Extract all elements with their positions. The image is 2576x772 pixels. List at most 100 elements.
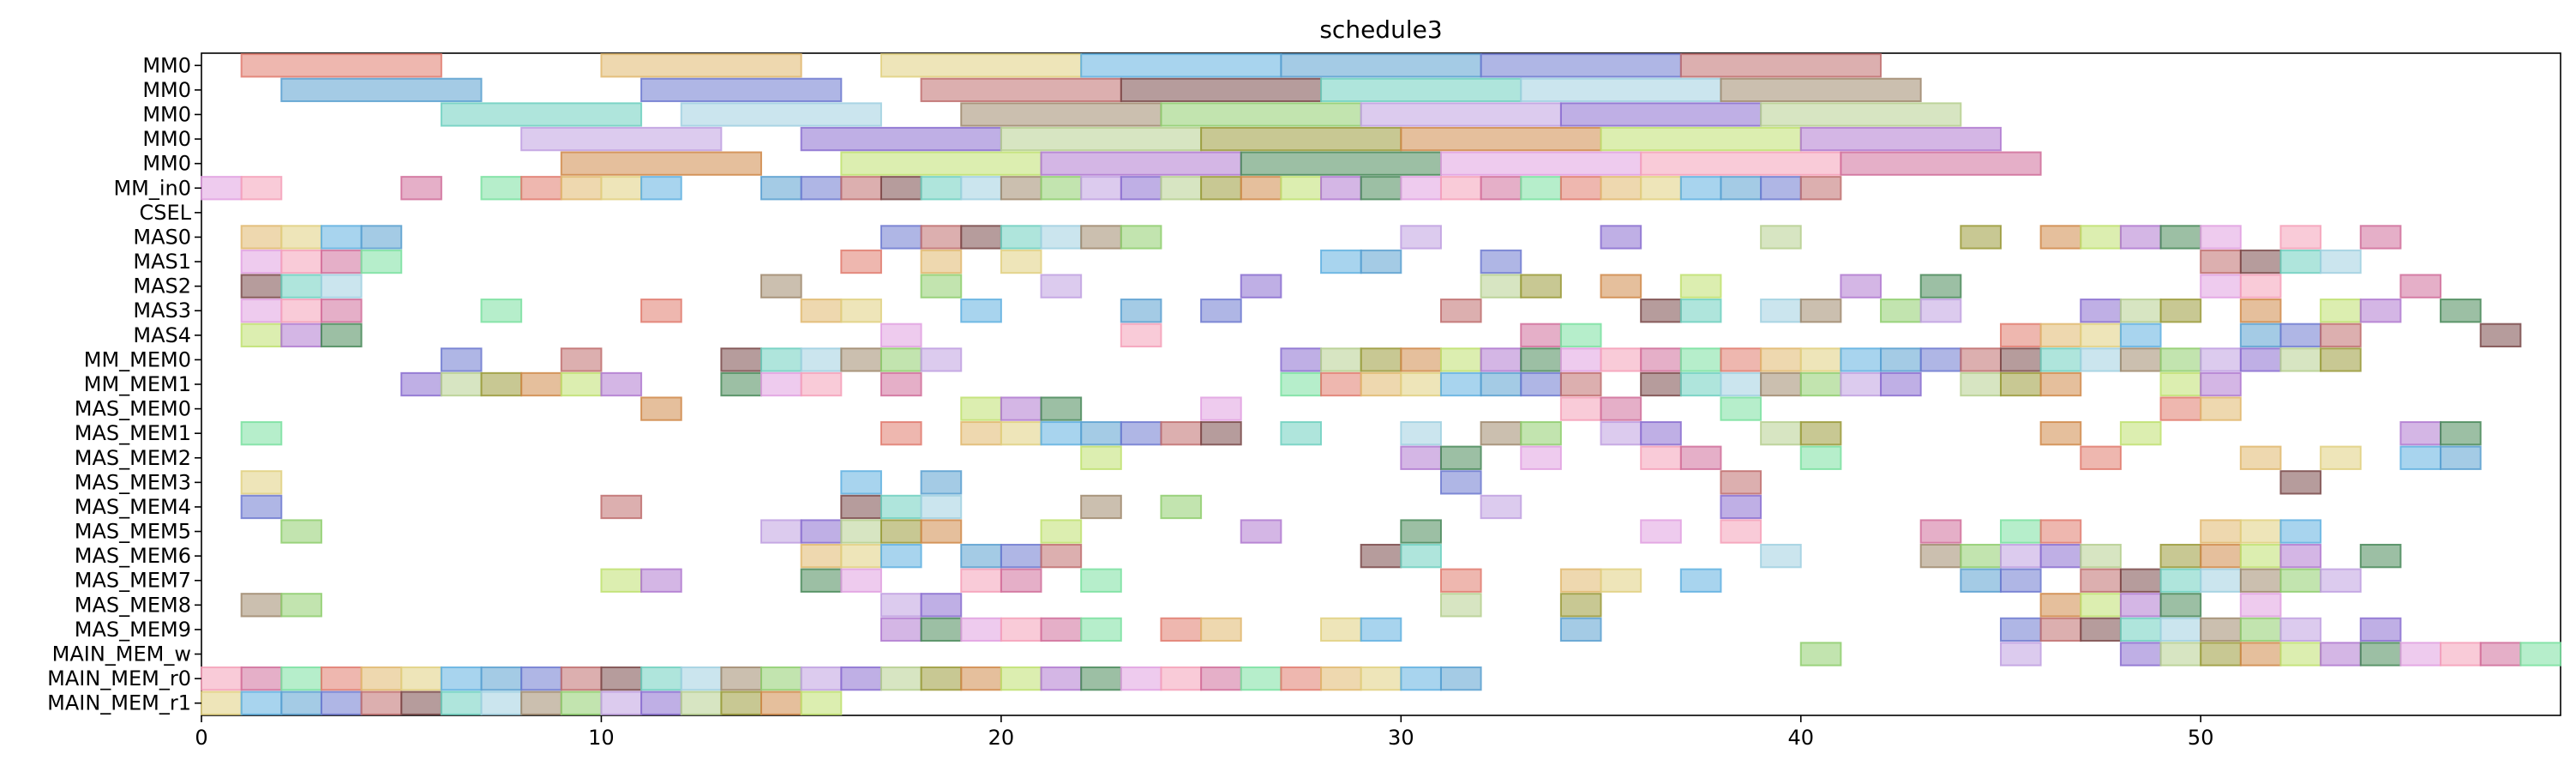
task-bar: [1160, 102, 1362, 127]
task-bar: [2479, 323, 2522, 347]
task-bar: [2200, 347, 2242, 372]
task-bar: [240, 53, 442, 78]
task-bar: [2039, 347, 2082, 372]
task-bar: [1760, 543, 1802, 569]
y-tick-label: MAS_MEM7: [75, 569, 191, 593]
y-tick-label: MAS0: [133, 225, 191, 249]
task-bar: [520, 126, 723, 152]
task-bar: [320, 666, 363, 691]
task-bar: [2239, 642, 2282, 666]
x-tick-label: 50: [2188, 726, 2214, 750]
task-bar: [2119, 323, 2162, 347]
task-bar: [760, 347, 802, 372]
task-bar: [2320, 642, 2362, 666]
task-bar: [280, 323, 322, 347]
task-bar: [960, 396, 1002, 421]
task-bar: [1200, 666, 1242, 691]
task-bar: [2359, 543, 2402, 569]
task-bar: [240, 593, 283, 618]
task-bar: [1720, 519, 1762, 544]
task-bar: [1919, 543, 1962, 569]
task-bar: [1240, 666, 1282, 691]
task-bar: [1640, 519, 1682, 544]
task-bar: [2440, 421, 2482, 446]
task-bar: [1999, 617, 2042, 642]
task-bar: [840, 176, 882, 201]
task-bar: [760, 371, 802, 397]
task-bar: [840, 568, 882, 593]
task-bar: [1439, 445, 1482, 470]
task-bar: [2159, 543, 2202, 569]
task-bar: [2279, 470, 2322, 495]
task-bar: [1880, 347, 1922, 372]
task-bar: [1400, 371, 1442, 397]
task-bar: [1080, 494, 1122, 520]
y-tick-label: MAS3: [133, 299, 191, 323]
task-bar: [2039, 371, 2082, 397]
task-bar: [1559, 102, 1762, 127]
task-bar: [1120, 421, 1162, 446]
task-bar: [1960, 568, 2002, 593]
task-bar: [2239, 249, 2282, 274]
task-bar: [800, 691, 843, 715]
task-bar: [800, 126, 1002, 152]
task-bar: [2399, 642, 2442, 666]
task-bar: [720, 666, 763, 691]
task-bar: [520, 691, 562, 715]
task-bar: [1280, 176, 1323, 201]
task-bar: [240, 666, 283, 691]
task-bar: [960, 299, 1002, 323]
task-bar: [1439, 593, 1482, 618]
task-bar: [720, 371, 763, 397]
task-bar: [1480, 53, 1682, 78]
task-bar: [640, 77, 843, 103]
task-bar: [1120, 77, 1323, 103]
task-bar: [1320, 617, 1362, 642]
task-bar: [240, 470, 283, 495]
task-bar: [1000, 225, 1042, 250]
task-bar: [600, 53, 802, 78]
task-bar: [240, 176, 283, 201]
task-bar: [1520, 176, 1562, 201]
task-bar: [680, 691, 723, 715]
task-bar: [240, 494, 283, 520]
task-bar: [720, 691, 763, 715]
task-bar: [440, 347, 483, 372]
task-bar: [1520, 77, 1722, 103]
task-bar: [1999, 519, 2042, 544]
task-bar: [2359, 299, 2402, 323]
task-bar: [920, 519, 963, 544]
task-bar: [1439, 176, 1482, 201]
task-bar: [1000, 126, 1203, 152]
task-bar: [2320, 299, 2362, 323]
task-bar: [1679, 371, 1722, 397]
task-bar: [1999, 568, 2042, 593]
task-bar: [800, 666, 843, 691]
task-bar: [2159, 347, 2202, 372]
task-bar: [920, 249, 963, 274]
task-bar: [960, 568, 1002, 593]
task-bar: [1559, 347, 1602, 372]
task-bar: [1999, 642, 2042, 666]
task-bar: [840, 519, 882, 544]
task-bar: [1600, 568, 1642, 593]
task-bar: [280, 225, 322, 250]
task-bar: [1520, 323, 1562, 347]
y-tick-label: MAIN_MEM_r1: [47, 691, 191, 715]
x-axis: 0 10 20 30 40 50: [195, 715, 2213, 750]
task-bar: [1799, 299, 1842, 323]
task-bar: [1960, 543, 2002, 569]
task-bar: [2159, 225, 2202, 250]
task-bar: [2239, 445, 2282, 470]
task-bar: [1439, 470, 1482, 495]
task-bar: [2320, 445, 2362, 470]
task-bar: [2039, 617, 2082, 642]
task-bar: [1520, 274, 1562, 299]
task-bar: [1760, 102, 1962, 127]
task-bar: [1120, 176, 1162, 201]
y-tick-label: MAS_MEM2: [75, 446, 191, 470]
task-bar: [1720, 470, 1762, 495]
task-bar: [2159, 371, 2202, 397]
task-bar: [920, 77, 1122, 103]
task-bar: [280, 666, 322, 691]
